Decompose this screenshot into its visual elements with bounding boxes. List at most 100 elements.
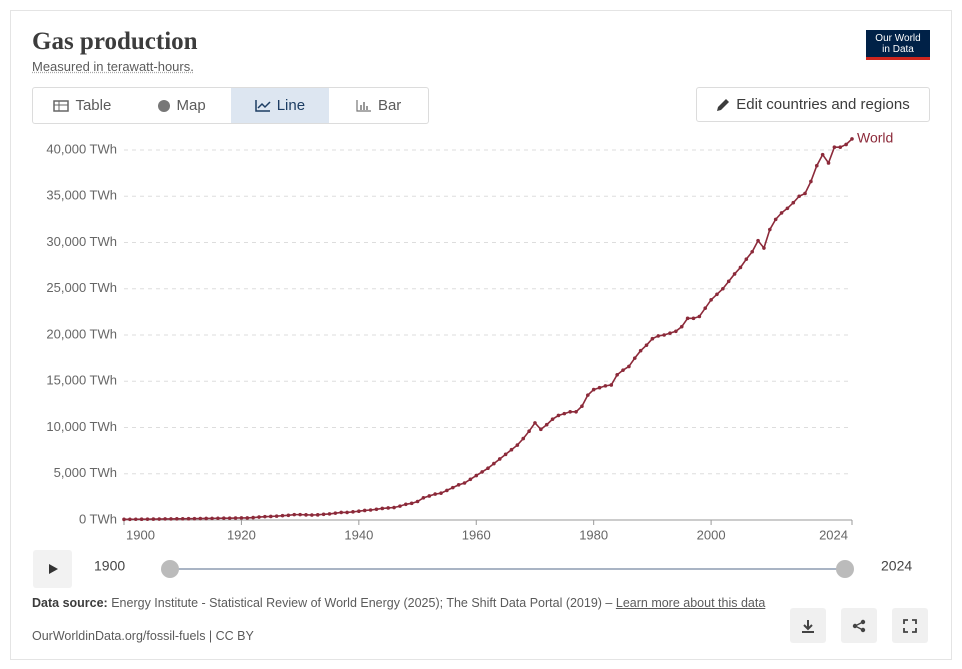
point: [450, 485, 455, 490]
x-tick-label: 1920: [227, 527, 256, 542]
point: [562, 411, 567, 416]
point: [738, 265, 743, 270]
icon: [717, 98, 730, 111]
point: [826, 161, 831, 165]
point: [691, 316, 696, 321]
logo-text: Our World: [875, 33, 921, 44]
point: [345, 510, 349, 515]
x-tick-label: 2000: [697, 527, 726, 542]
y-tick-label: 35,000 TWh: [46, 188, 117, 203]
point: [814, 163, 819, 168]
point: [521, 436, 526, 441]
point: [210, 516, 214, 521]
y-tick-label: 25,000 TWh: [46, 280, 117, 295]
point: [668, 331, 672, 335]
icon: [254, 100, 271, 112]
y-tick-label: 40,000 TWh: [46, 141, 117, 156]
point: [286, 513, 291, 518]
point: [468, 477, 473, 482]
y-tick-label: 30,000 TWh: [46, 234, 117, 249]
point: [603, 384, 608, 388]
tab[interactable]: Line: [230, 88, 330, 123]
point: [274, 514, 279, 518]
point: [380, 506, 385, 511]
point: [292, 512, 297, 517]
point: [773, 217, 778, 222]
point: [227, 516, 232, 520]
source-note: Data source: Energy Institute - Statisti…: [32, 596, 782, 611]
point: [439, 491, 443, 495]
point: [398, 504, 402, 508]
point: [409, 501, 414, 506]
point: [644, 343, 649, 347]
tab[interactable]: Table: [33, 88, 132, 123]
point: [550, 417, 555, 421]
chart-title: Gas production: [32, 28, 198, 55]
point: [509, 447, 514, 452]
point: [850, 137, 854, 141]
share-button[interactable]: [841, 608, 877, 643]
point: [427, 494, 432, 498]
series-label: World: [857, 130, 893, 146]
point: [321, 512, 326, 517]
logo[interactable]: Our World in Data: [866, 30, 930, 60]
point: [503, 452, 508, 457]
point: [357, 509, 361, 514]
point: [533, 421, 537, 425]
point: [750, 249, 754, 254]
y-tick-label: 20,000 TWh: [46, 326, 117, 341]
tab-label: Table: [75, 97, 112, 114]
source-text: Energy Institute - Statistical Review of…: [111, 596, 613, 610]
icon: [903, 618, 917, 633]
point: [145, 517, 150, 521]
point: [175, 517, 179, 521]
point: [656, 334, 661, 338]
point: [715, 292, 719, 297]
point: [732, 272, 737, 276]
point: [151, 517, 156, 521]
point: [368, 508, 373, 512]
point: [122, 517, 126, 522]
edit-button[interactable]: Edit countries and regions: [696, 87, 930, 122]
tab[interactable]: Bar: [329, 88, 428, 123]
timeline-handle[interactable]: [836, 560, 854, 578]
point: [797, 194, 801, 199]
point: [492, 461, 496, 466]
point: [539, 427, 543, 432]
point: [180, 516, 185, 521]
point: [157, 517, 162, 521]
point: [474, 473, 479, 478]
point: [609, 383, 614, 387]
x-tick-label: 2024: [819, 527, 848, 542]
play-button[interactable]: [33, 550, 72, 588]
point: [515, 443, 520, 447]
tab-label: Map: [176, 97, 206, 114]
point: [697, 314, 702, 319]
tab[interactable]: Map: [132, 88, 231, 123]
point: [486, 466, 490, 471]
fullscreen-button[interactable]: [892, 608, 928, 643]
point: [128, 517, 132, 522]
learn-more-link[interactable]: Learn more about this data: [615, 596, 766, 610]
card: [10, 10, 952, 660]
download-button[interactable]: [790, 608, 826, 643]
point: [327, 512, 332, 516]
point: [544, 422, 549, 427]
point: [844, 142, 848, 147]
point: [163, 517, 167, 521]
point: [685, 316, 690, 321]
point: [627, 364, 631, 369]
point: [192, 516, 197, 521]
point: [721, 286, 725, 291]
point: [674, 329, 678, 334]
point: [233, 516, 238, 520]
x-tick-label: 1940: [344, 527, 373, 542]
point: [251, 515, 255, 520]
timeline-end: 2024: [881, 558, 912, 574]
point: [374, 507, 379, 512]
point: [832, 145, 837, 150]
button-label: Edit countries and regions: [736, 96, 910, 113]
timeline-handle[interactable]: [161, 560, 179, 578]
point: [169, 517, 173, 521]
